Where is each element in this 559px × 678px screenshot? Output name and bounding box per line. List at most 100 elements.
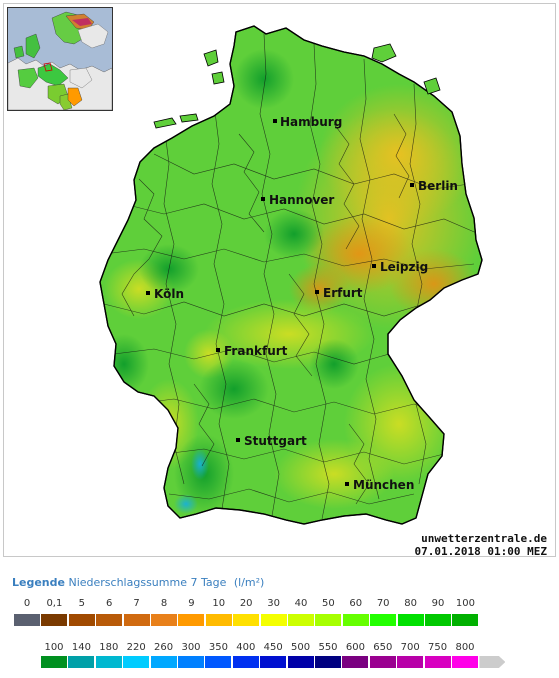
legend-label: 9	[188, 598, 195, 609]
legend-label: 750	[428, 642, 448, 653]
legend-label: 0,1	[46, 598, 63, 609]
legend-swatch	[205, 614, 232, 626]
city-leipzig[interactable]: Leipzig	[372, 260, 428, 274]
islands	[153, 43, 441, 129]
legend-unit: (l/m²)	[233, 576, 265, 589]
legend-swatch	[233, 614, 260, 626]
legend-swatch	[151, 614, 177, 626]
legend-label: 40	[294, 598, 308, 609]
city-stuttgart[interactable]: Stuttgart	[236, 434, 307, 448]
europe-inset-svg	[8, 8, 112, 110]
legend-swatch	[68, 614, 95, 626]
legend-label: 30	[267, 598, 280, 609]
legend-label: 700	[400, 642, 420, 653]
legend-row2-swatches	[0, 656, 559, 668]
legend-swatch	[315, 656, 341, 668]
city-erfurt[interactable]: Erfurt	[315, 286, 363, 300]
legend-label: 100	[455, 598, 475, 609]
legend-title: Legende Niederschlagssumme 7 Tage (l/m²)	[12, 576, 264, 589]
legend-label: 260	[154, 642, 174, 653]
legend-label: 800	[455, 642, 475, 653]
legend-swatch	[397, 656, 424, 668]
legend-swatch	[178, 656, 204, 668]
legend-label: 550	[318, 642, 338, 653]
legend-swatch	[232, 656, 259, 668]
legend-swatch	[123, 614, 150, 626]
svg-text:Leipzig: Leipzig	[380, 260, 428, 274]
legend-label: 180	[99, 642, 119, 653]
legend-swatch	[41, 656, 67, 668]
legend-swatch	[288, 614, 314, 626]
legend-label: 450	[263, 642, 283, 653]
legend-label: 500	[291, 642, 311, 653]
legend-label: 8	[160, 598, 168, 609]
legend-label: 300	[181, 642, 201, 653]
europe-overview-inset[interactable]	[7, 7, 113, 111]
svg-text:Köln: Köln	[154, 287, 184, 301]
legend-label: 90	[431, 598, 445, 609]
legend-swatch	[95, 656, 122, 668]
legend-swatch	[369, 656, 396, 668]
legend-title-bold: Legende	[12, 576, 65, 589]
legend-label: 80	[404, 598, 417, 609]
legend-label: 400	[236, 642, 256, 653]
legend-swatch	[315, 614, 342, 626]
map-timestamp: 07.01.2018 01:00 MEZ	[414, 545, 547, 558]
legend-row1-swatches	[0, 614, 559, 626]
legend-label: 100	[44, 642, 64, 653]
city-markers: Hamburg Berlin Hannover Leipzig Köln Erf…	[146, 115, 458, 492]
svg-text:Erfurt: Erfurt	[323, 286, 363, 300]
legend-label: 60	[349, 598, 363, 609]
legend-swatch	[260, 656, 287, 668]
legend-label: 10	[212, 598, 226, 609]
legend-label: 0	[23, 598, 31, 609]
legend-row1-labels: 0 0,1 5 6 7 8 9 10 20 30 40 50 60 70 80 90 100	[0, 598, 559, 612]
svg-text:Hamburg: Hamburg	[280, 115, 342, 129]
legend-label: 7	[133, 598, 140, 609]
legend-label: 600	[345, 642, 365, 653]
city-hannover[interactable]: Hannover	[261, 193, 334, 207]
legend-overflow-arrow	[479, 656, 506, 668]
legend-label: 650	[373, 642, 393, 653]
legend-swatch	[452, 614, 479, 626]
svg-text:Stuttgart: Stuttgart	[244, 434, 307, 448]
precipitation-map: Hamburg Berlin Hannover Leipzig Köln Erf…	[3, 3, 556, 558]
legend-swatch	[150, 656, 177, 668]
site-credit[interactable]: unwetterzentrale.de	[421, 532, 547, 545]
legend-swatch	[205, 656, 232, 668]
legend-swatch	[96, 614, 123, 626]
legend-swatch	[41, 614, 68, 626]
legend-label: 70	[376, 598, 390, 609]
legend-label: 20	[239, 598, 253, 609]
svg-text:München: München	[353, 478, 414, 492]
city-berlin[interactable]: Berlin	[410, 179, 458, 193]
svg-text:Berlin: Berlin	[418, 179, 458, 193]
legend-swatch	[68, 656, 95, 668]
legend-swatch	[424, 656, 451, 668]
legend-label: 350	[208, 642, 228, 653]
legend-swatch	[123, 656, 150, 668]
legend-swatch	[178, 614, 205, 626]
legend-label: 50	[322, 598, 335, 609]
svg-text:Hannover: Hannover	[269, 193, 334, 207]
city-hamburg[interactable]: Hamburg	[273, 115, 342, 129]
legend-label: 220	[126, 642, 146, 653]
legend-swatch	[452, 656, 478, 668]
city-muenchen[interactable]: München	[345, 478, 414, 492]
legend-swatch	[342, 614, 369, 626]
germany-map-svg: Hamburg Berlin Hannover Leipzig Köln Erf…	[99, 25, 483, 525]
city-koeln[interactable]: Köln	[146, 287, 184, 301]
legend-label: 6	[106, 598, 113, 609]
city-frankfurt[interactable]: Frankfurt	[216, 344, 288, 358]
legend-title-text: Niederschlagssumme 7 Tage	[68, 576, 227, 589]
legend-row2-labels: 100 140 180 220 260 300 350 400 450 500 550 600 650 7…	[0, 642, 559, 656]
legend-swatch	[425, 614, 451, 626]
legend-swatch	[342, 656, 369, 668]
legend: Legende Niederschlagssumme 7 Tage (l/m²)…	[0, 560, 559, 678]
legend-swatch	[370, 614, 397, 626]
legend-label: 5	[78, 598, 85, 609]
legend-swatch	[260, 614, 287, 626]
svg-text:Frankfurt: Frankfurt	[224, 344, 288, 358]
legend-swatch	[287, 656, 314, 668]
legend-swatch	[14, 614, 40, 626]
